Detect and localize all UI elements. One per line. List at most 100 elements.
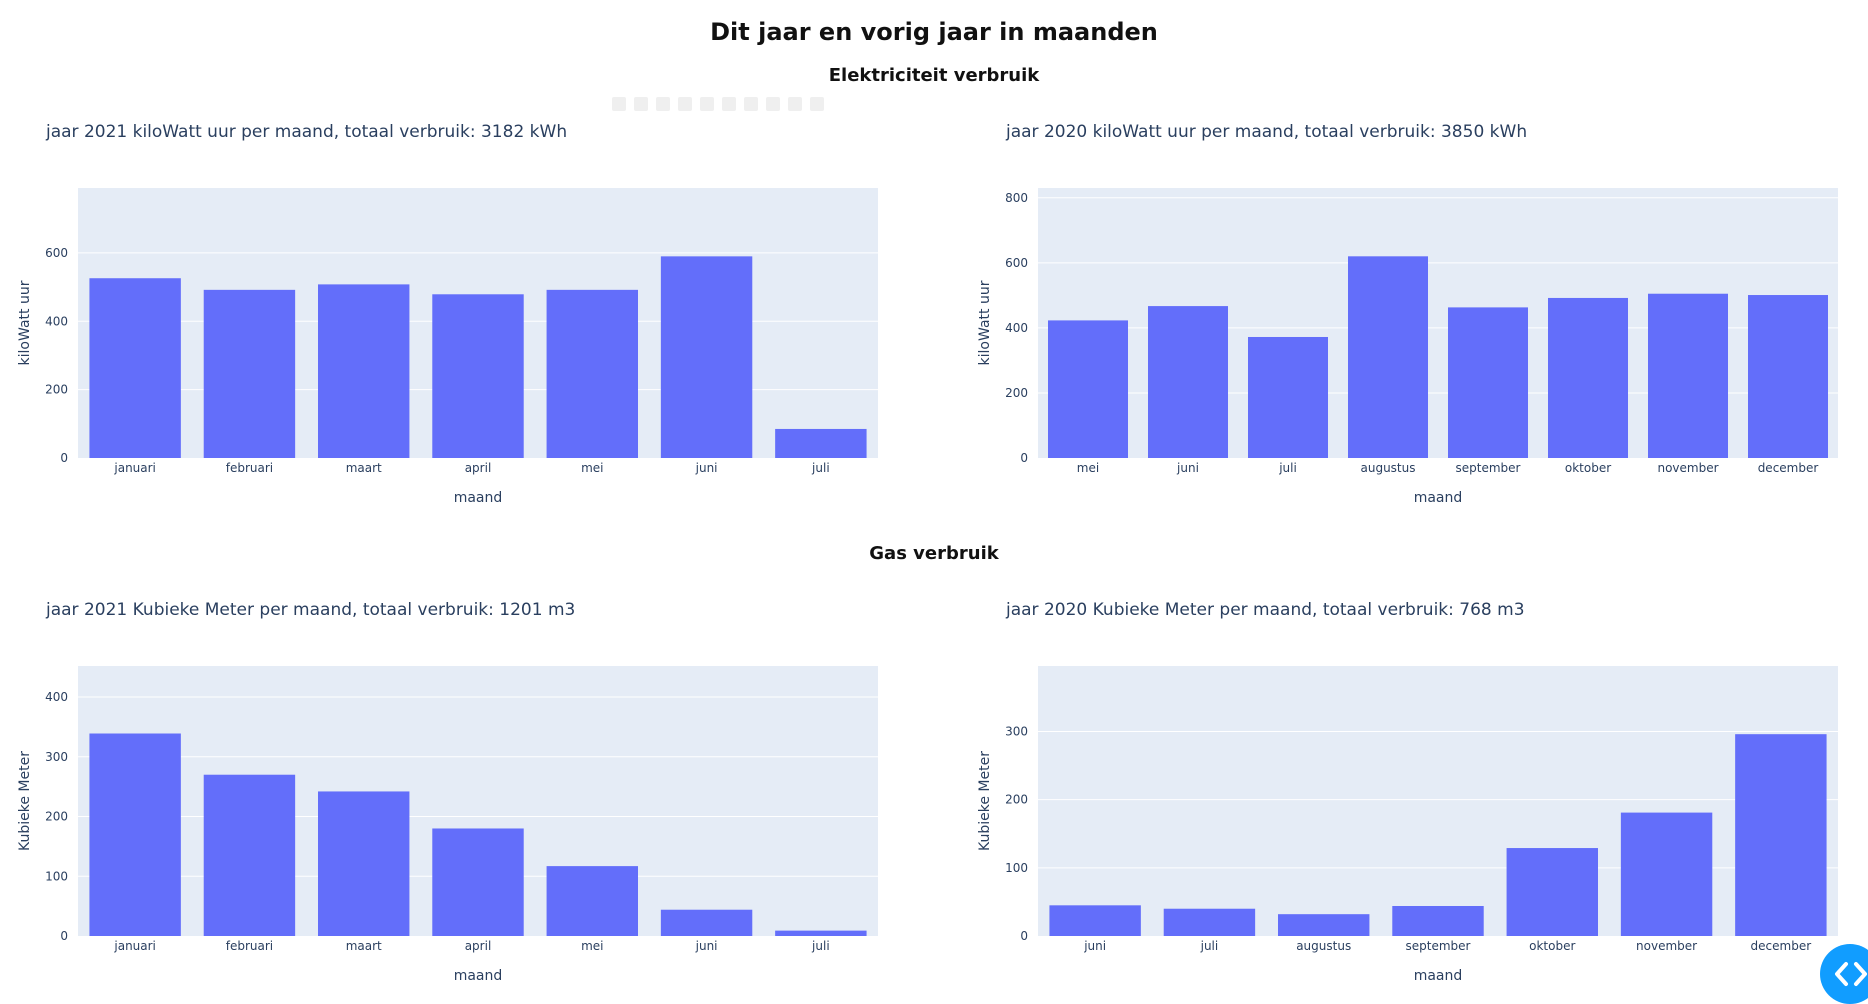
chart-title: jaar 2021 kiloWatt uur per maand, totaal… bbox=[46, 122, 568, 142]
x-tick-label: augustus bbox=[1361, 461, 1416, 475]
bar-februari bbox=[203, 289, 296, 458]
x-tick-label: augustus bbox=[1296, 939, 1351, 953]
x-tick-label: juni bbox=[695, 939, 718, 953]
chart-gas-2020: jaar 2020 Kubieke Meter per maand, totaa… bbox=[977, 600, 1866, 990]
x-tick-label: juli bbox=[811, 461, 830, 475]
y-axis-label: Kubieke Meter bbox=[977, 751, 993, 851]
x-axis-label: maand bbox=[454, 968, 503, 984]
page-title: Dit jaar en vorig jaar in maanden bbox=[710, 18, 1158, 46]
debug-toggle-button[interactable] bbox=[1820, 944, 1868, 1004]
bar-augustus bbox=[1348, 256, 1428, 458]
section-title-gas: Gas verbruik bbox=[869, 543, 999, 564]
bar-februari bbox=[203, 774, 296, 936]
x-tick-label: september bbox=[1456, 461, 1521, 475]
x-tick-label: oktober bbox=[1565, 461, 1611, 475]
y-tick-label: 300 bbox=[45, 750, 68, 764]
chart-elec-2021: jaar 2021 kiloWatt uur per maand, totaal… bbox=[17, 122, 946, 512]
bar-januari bbox=[89, 278, 181, 458]
x-tick-label: juli bbox=[811, 939, 830, 953]
bar-juni bbox=[1049, 905, 1141, 936]
y-tick-label: 200 bbox=[1005, 793, 1028, 807]
lasso-select-icon[interactable] bbox=[700, 97, 714, 111]
chart-title: jaar 2021 Kubieke Meter per maand, totaa… bbox=[46, 600, 576, 620]
zoom-out-icon[interactable] bbox=[744, 97, 758, 111]
autoscale-icon[interactable] bbox=[766, 97, 780, 111]
bar-april bbox=[432, 294, 524, 458]
x-tick-label: mei bbox=[581, 461, 603, 475]
y-tick-label: 400 bbox=[1005, 321, 1028, 335]
y-tick-label: 600 bbox=[45, 246, 68, 260]
x-tick-label: juni bbox=[695, 461, 718, 475]
bar-juni bbox=[660, 909, 753, 936]
pan-icon[interactable] bbox=[656, 97, 670, 111]
x-tick-label: december bbox=[1758, 461, 1819, 475]
y-tick-label: 0 bbox=[60, 929, 68, 943]
zoom-in-icon[interactable] bbox=[722, 97, 736, 111]
y-tick-label: 200 bbox=[1005, 386, 1028, 400]
camera-icon[interactable] bbox=[612, 97, 626, 111]
x-tick-label: september bbox=[1406, 939, 1471, 953]
y-tick-label: 400 bbox=[45, 314, 68, 328]
y-tick-label: 300 bbox=[1005, 724, 1028, 738]
bar-maart bbox=[318, 284, 410, 458]
box-select-icon[interactable] bbox=[678, 97, 692, 111]
y-tick-label: 0 bbox=[60, 451, 68, 465]
y-tick-label: 200 bbox=[45, 810, 68, 824]
y-axis-label: Kubieke Meter bbox=[17, 751, 33, 851]
bar-december bbox=[1735, 734, 1827, 936]
y-tick-label: 100 bbox=[1005, 861, 1028, 875]
y-tick-label: 0 bbox=[1020, 451, 1028, 465]
bar-april bbox=[432, 828, 524, 936]
bar-september bbox=[1448, 307, 1528, 458]
x-tick-label: december bbox=[1751, 939, 1812, 953]
x-tick-label: november bbox=[1636, 939, 1697, 953]
x-tick-label: oktober bbox=[1529, 939, 1575, 953]
bar-november bbox=[1648, 293, 1728, 458]
plotly-logo-icon[interactable] bbox=[810, 97, 824, 111]
x-tick-label: juli bbox=[1200, 939, 1219, 953]
bar-augustus bbox=[1278, 914, 1370, 936]
bar-mei bbox=[546, 289, 638, 458]
x-axis-label: maand bbox=[454, 490, 503, 506]
bar-juli bbox=[1248, 336, 1328, 458]
bar-mei bbox=[1048, 320, 1128, 458]
x-tick-label: juni bbox=[1083, 939, 1106, 953]
chart-title: jaar 2020 kiloWatt uur per maand, totaal… bbox=[1006, 122, 1528, 142]
y-tick-label: 600 bbox=[1005, 256, 1028, 270]
y-tick-label: 800 bbox=[1005, 191, 1028, 205]
zoom-icon[interactable] bbox=[634, 97, 648, 111]
x-tick-label: januari bbox=[113, 461, 156, 475]
y-tick-label: 200 bbox=[45, 383, 68, 397]
bar-juni bbox=[660, 256, 753, 458]
x-axis-label: maand bbox=[1414, 490, 1463, 506]
x-tick-label: maart bbox=[346, 461, 382, 475]
bar-juni bbox=[1148, 306, 1228, 458]
bar-juli bbox=[775, 930, 867, 936]
bar-januari bbox=[89, 733, 181, 936]
code-brackets-icon bbox=[1835, 962, 1867, 986]
plot-modebar[interactable] bbox=[612, 97, 824, 115]
x-tick-label: februari bbox=[226, 461, 273, 475]
x-tick-label: april bbox=[465, 939, 492, 953]
x-tick-label: maart bbox=[346, 939, 382, 953]
bar-juli bbox=[1163, 908, 1256, 936]
chart-svg: 0 200 400 600 januari februari maart april mei ju… bbox=[17, 188, 878, 506]
bar-december bbox=[1748, 295, 1828, 458]
chart-title: jaar 2020 Kubieke Meter per maand, totaa… bbox=[1006, 600, 1525, 620]
x-tick-label: juni bbox=[1176, 461, 1199, 475]
y-tick-label: 400 bbox=[45, 690, 68, 704]
x-axis-label: maand bbox=[1414, 968, 1463, 984]
x-tick-label: januari bbox=[113, 939, 156, 953]
x-tick-label: mei bbox=[1077, 461, 1099, 475]
y-axis-label: kiloWatt uur bbox=[17, 280, 33, 365]
x-tick-label: juli bbox=[1278, 461, 1297, 475]
x-tick-label: november bbox=[1657, 461, 1718, 475]
reset-axes-icon[interactable] bbox=[788, 97, 802, 111]
y-tick-label: 100 bbox=[45, 869, 68, 883]
chart-svg: 0 100 200 300 400 januari februari maart april me… bbox=[17, 666, 878, 984]
chart-elec-2020: jaar 2020 kiloWatt uur per maand, totaal… bbox=[977, 122, 1866, 512]
y-axis-label: kiloWatt uur bbox=[977, 280, 993, 365]
section-title-electricity: Elektriciteit verbruik bbox=[828, 65, 1040, 86]
bar-maart bbox=[318, 791, 410, 936]
plot-area bbox=[1038, 666, 1838, 936]
